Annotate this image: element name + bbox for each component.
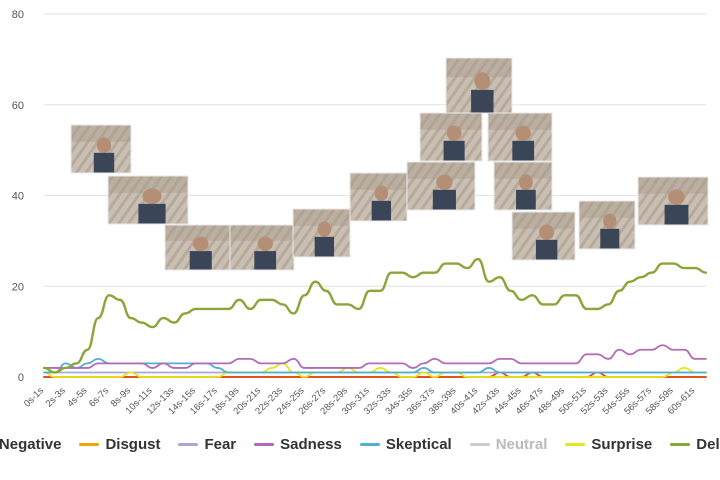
legend-label: Sadness	[280, 436, 342, 453]
legend-item-surprise[interactable]: Surprise	[565, 436, 652, 453]
chart-legend: Negative Disgust Fear Sadness Skeptical Neutr…	[0, 436, 720, 453]
video-frame-thumbnail	[349, 172, 408, 222]
legend-item-delight[interactable]: Delight	[670, 436, 720, 453]
legend-swatch	[178, 443, 199, 446]
legend-label: Surprise	[591, 436, 653, 453]
video-frame-thumbnail	[493, 161, 553, 211]
video-frame-thumbnail	[229, 224, 295, 271]
x-axis-ticks: 0s-1s2s-3s4s-5s6s-7s8s-9s10s-11s12s-13s1…	[22, 385, 698, 417]
legend-item-neutral[interactable]: Neutral	[469, 436, 548, 453]
video-frame-thumbnail	[164, 224, 231, 271]
legend-item-negative[interactable]: Negative	[0, 436, 61, 453]
video-frame-thumbnail	[406, 161, 476, 211]
legend-item-sadness[interactable]: Sadness	[254, 436, 342, 453]
video-frame-thumbnail	[419, 112, 483, 162]
legend-item-disgust[interactable]: Disgust	[79, 436, 160, 453]
legend-label: Disgust	[105, 436, 161, 453]
series-line-sadness	[43, 344, 707, 369]
video-frame-thumbnail	[445, 57, 513, 114]
y-tick-label: 40	[12, 191, 24, 203]
y-tick-label: 60	[12, 100, 24, 112]
x-tick-label: 0s-1s	[22, 385, 46, 409]
legend-swatch	[469, 443, 490, 446]
series-line-delight	[42, 257, 708, 374]
legend-swatch	[565, 443, 586, 446]
legend-label: Negative	[0, 436, 62, 453]
video-frame-thumbnail	[511, 211, 576, 261]
legend-label: Skeptical	[385, 436, 452, 453]
y-axis-ticks: 0 20 40 60 80	[12, 9, 24, 384]
legend-swatch	[670, 443, 691, 446]
video-frame-thumbnail	[107, 175, 189, 225]
x-tick-label: 4s-5s	[65, 385, 89, 409]
legend-label: Fear	[204, 436, 237, 453]
video-frame-thumbnail	[70, 124, 132, 174]
legend-label: Neutral	[495, 436, 548, 453]
legend-swatch	[254, 443, 275, 446]
video-frame-thumbnails	[70, 57, 709, 271]
series-lines	[42, 257, 708, 378]
y-tick-label: 80	[12, 9, 24, 21]
series-line-surprise	[43, 362, 707, 378]
video-frame-thumbnail	[487, 112, 553, 162]
emotion-line-chart: 0 20 40 60 80 0s-1s2s-3s4s-5s6s-7s8s-9s10s-1…	[12, 9, 709, 417]
y-tick-label: 0	[18, 372, 24, 384]
y-tick-label: 20	[12, 281, 24, 293]
x-tick-label: 2s-3s	[44, 385, 68, 409]
legend-label: Delight	[696, 436, 720, 453]
x-tick-label: 6s-7s	[87, 385, 111, 409]
legend-swatch	[79, 443, 100, 446]
legend-swatch	[359, 443, 380, 446]
video-frame-thumbnail	[578, 200, 636, 250]
video-frame-thumbnail	[637, 176, 709, 226]
video-frame-thumbnail	[292, 208, 351, 258]
series-line-skeptical	[43, 357, 707, 374]
legend-item-skeptical[interactable]: Skeptical	[359, 436, 452, 453]
legend-item-fear[interactable]: Fear	[178, 436, 236, 453]
